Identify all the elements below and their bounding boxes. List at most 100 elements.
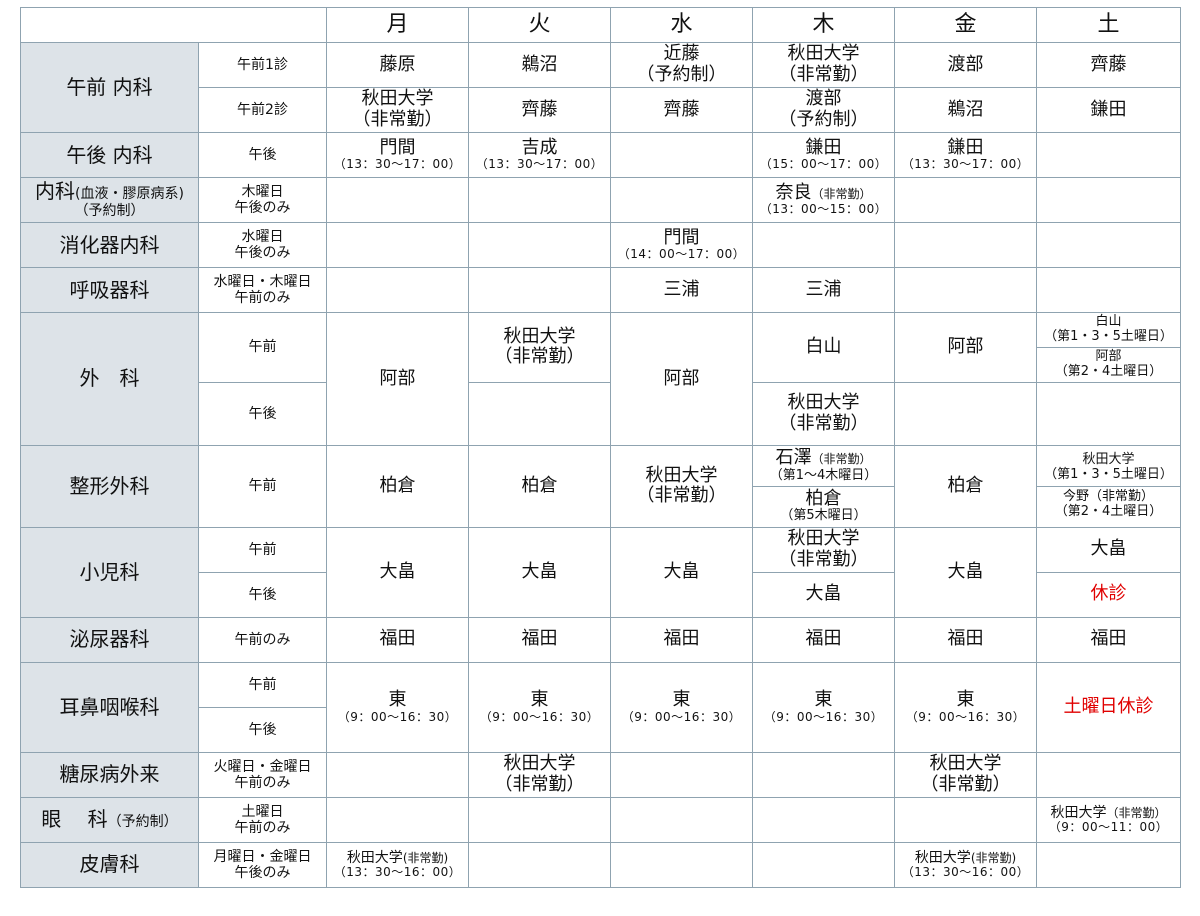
cell: 三浦 xyxy=(752,267,895,313)
cell: 白山 xyxy=(752,312,895,383)
cell: 福田 xyxy=(894,616,1037,663)
dept-gogo-naika: 午後 内科 xyxy=(20,132,199,178)
doctor: 東 xyxy=(530,689,549,710)
sub-geka-pm: 午後 xyxy=(198,381,327,446)
cell: 福田 xyxy=(1036,616,1181,663)
sub-time: 午前のみ xyxy=(234,290,291,306)
sub-day: 水曜日・木曜日 xyxy=(213,273,312,290)
sub-day: 水曜日 xyxy=(241,228,284,245)
row-geka-pm: 午後 秋田大学 （非常勤） xyxy=(21,381,1181,446)
cell: 大畠 xyxy=(326,526,469,618)
sub-time: 午前のみ xyxy=(234,774,291,791)
cell: 渡部 （予約制） xyxy=(752,87,895,133)
note: （非常勤） xyxy=(920,773,1011,795)
header-row: 月 火 水 木 金 土 xyxy=(20,7,1181,43)
cell: 鵜沼 xyxy=(468,42,611,88)
cell: 吉成 （13：30〜17：00） xyxy=(468,132,611,178)
row-seikei: 整形外科 午前 柏倉 柏倉 秋田大学 （非常勤） 石澤（非常勤） （第1〜4木曜日）… xyxy=(20,444,1181,528)
note: （第1・3・5土曜日） xyxy=(1044,328,1173,344)
cell xyxy=(326,796,469,843)
hours: （9：00〜16：30） xyxy=(621,709,742,724)
cell: 秋田大学 （第1・3・5土曜日） 今野（非常勤） （第2・4土曜日） xyxy=(1036,444,1181,528)
cell xyxy=(610,751,753,798)
dept-kokyuki: 呼吸器科 xyxy=(20,267,199,313)
cell: 石澤（非常勤） （第1〜4木曜日） 柏倉 （第5木曜日） xyxy=(752,444,895,528)
dept-shokaki: 消化器内科 xyxy=(20,222,199,268)
hours: （13：30〜16：00） xyxy=(901,864,1030,879)
hours: （9：00〜16：30） xyxy=(763,709,884,724)
note: （第1・3・5土曜日） xyxy=(1044,466,1173,482)
cell xyxy=(1036,381,1181,446)
cell: 秋田大学 （非常勤） xyxy=(610,444,753,528)
corner-cell xyxy=(20,7,327,43)
row-hinyoki: 泌尿器科 午前のみ 福田 福田 福田 福田 福田 福田 xyxy=(20,616,1181,663)
cell xyxy=(752,222,895,268)
note: （非常勤） xyxy=(494,346,585,368)
cell: 秋田大学 （非常勤） xyxy=(752,381,895,446)
day-thu: 木 xyxy=(752,7,895,43)
weeks: （第5木曜日） xyxy=(780,508,867,524)
doctor: 門間 xyxy=(663,226,700,248)
clinic-schedule-table: 月 火 水 木 金 土 午前 内科 午前1診 藤原 鵜沼 近藤 （予約制） 秋田大… xyxy=(20,7,1181,888)
doctor: 秋田大学 xyxy=(787,528,860,550)
hours: （13：30〜17：00） xyxy=(333,157,462,172)
cell xyxy=(752,751,895,798)
cell: 東（9：00〜16：30） xyxy=(752,661,895,753)
cell: 近藤 （予約制） xyxy=(610,42,753,88)
cell xyxy=(894,796,1037,843)
row-jibi-pm: 午後 xyxy=(21,706,1181,753)
sat-slot-1: 秋田大学 （第1・3・5土曜日） xyxy=(1037,450,1180,487)
sub-time: 午前のみ xyxy=(234,819,291,836)
sub-tonyo: 火曜日・金曜日 午前のみ xyxy=(198,751,327,798)
doctor: 鎌田 xyxy=(805,136,842,158)
dept-ketsueki: 内科(血液・膠原病系) （予約制） xyxy=(20,177,199,223)
sub-seikei: 午前 xyxy=(198,444,327,528)
schedule-wrapper: 月 火 水 木 金 土 午前 内科 午前1診 藤原 鵜沼 近藤 （予約制） 秋田大… xyxy=(20,7,1181,888)
dept-hifu: 皮膚科 xyxy=(20,841,199,888)
cell xyxy=(1036,267,1181,313)
cell: 大畠 xyxy=(752,571,895,618)
doctor: 阿部 xyxy=(1095,348,1122,364)
cell: 鎌田 （15：00〜17：00） xyxy=(752,132,895,178)
cell: 秋田大学 （非常勤） xyxy=(468,751,611,798)
dept-label: 眼 科 xyxy=(41,807,108,832)
cell xyxy=(326,267,469,313)
dept-label-note: （予約制） xyxy=(107,814,178,831)
doctor: 秋田大学 xyxy=(503,325,576,347)
row-jibi-am: 耳鼻咽喉科 午前 東（9：00〜16：30） 東（9：00〜16：30） 東（9… xyxy=(20,661,1181,753)
row-shonika-am: 小児科 午前 大畠 大畠 大畠 秋田大学 （非常勤） 大畠 大畠 xyxy=(20,526,1181,618)
sub-jibi-pm: 午後 xyxy=(198,706,327,753)
sub-time: 午後のみ xyxy=(234,200,291,216)
cell: 福田 xyxy=(610,616,753,663)
cell xyxy=(610,796,753,843)
cell: 阿部 xyxy=(610,312,753,446)
cell: 齊藤 xyxy=(610,87,753,133)
note: （非常勤） xyxy=(778,64,869,85)
cell xyxy=(326,751,469,798)
sat-slot-2: 阿部 （第2・4土曜日） xyxy=(1038,348,1180,381)
hours: （15：00〜17：00） xyxy=(759,157,888,172)
weeks: （第1〜4木曜日） xyxy=(769,467,878,483)
day-tue: 火 xyxy=(468,7,611,43)
dept-hinyoki: 泌尿器科 xyxy=(20,616,199,663)
sub-gozen-2: 午前2診 xyxy=(198,87,327,133)
cell xyxy=(1036,841,1181,888)
dept-label-note: （予約制） xyxy=(74,203,145,220)
cell: 鵜沼 xyxy=(894,87,1037,133)
row-gogo-naika: 午後 内科 午後 門間 （13：30〜17：00） 吉成 （13：30〜17：00）… xyxy=(20,132,1181,178)
doctor: 秋田大学 xyxy=(1082,451,1135,467)
hours: （13：30〜17：00） xyxy=(901,157,1030,172)
dept-label: 内科 xyxy=(35,179,76,204)
doctor: 奈良 xyxy=(775,181,812,203)
sub-day: 土曜日 xyxy=(241,803,284,820)
dept-geka: 外 科 xyxy=(20,312,199,446)
note: （非常勤） xyxy=(778,548,869,570)
cell xyxy=(752,796,895,843)
doctor: 秋田大学 xyxy=(914,849,971,866)
cell xyxy=(610,841,753,888)
doctor: 渡部 xyxy=(805,88,842,110)
cell: 東（9：00〜16：30） xyxy=(326,661,469,753)
sub-time: 午後のみ xyxy=(234,864,291,881)
sub-gogo: 午後 xyxy=(198,132,327,178)
sub-day: 月曜日・金曜日 xyxy=(213,848,312,865)
